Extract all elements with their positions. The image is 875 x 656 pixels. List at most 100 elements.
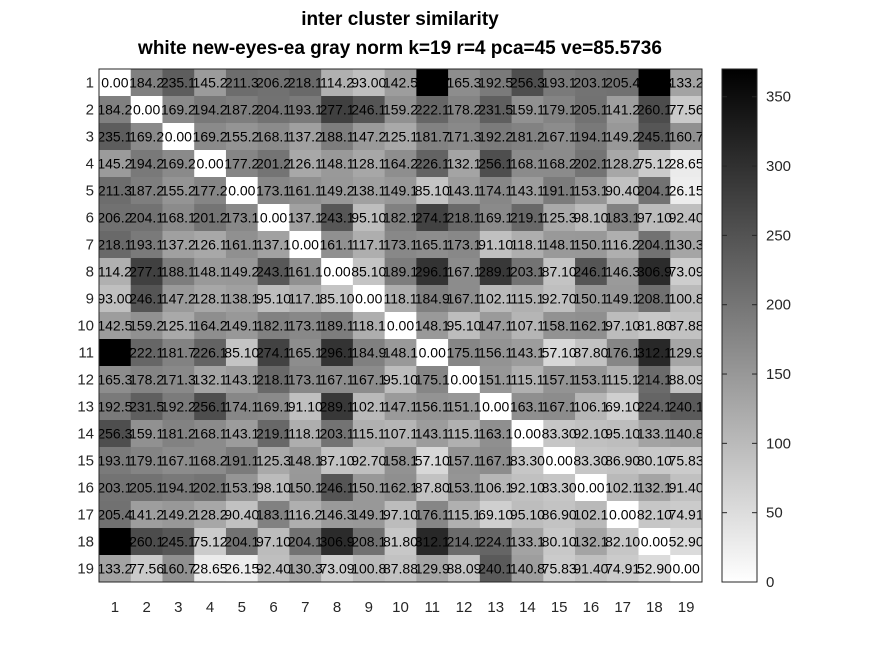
heatmap-cell bbox=[384, 231, 417, 259]
heatmap-cell-label: 192.2 bbox=[478, 129, 513, 145]
heatmap-cell-label: 306.9 bbox=[637, 264, 672, 280]
heatmap-cell-label: 77.56 bbox=[669, 102, 704, 118]
heatmap-cell bbox=[352, 204, 386, 232]
heatmap-cell bbox=[352, 474, 386, 502]
heatmap-cell-label: 133.1 bbox=[510, 534, 545, 550]
heatmap-cell bbox=[479, 339, 512, 367]
heatmap-cell bbox=[575, 123, 608, 151]
heatmap-cell-label: 174.1 bbox=[224, 399, 259, 415]
heatmap-cell-label: 115.1 bbox=[510, 291, 544, 307]
heatmap-cell bbox=[289, 231, 322, 259]
heatmap-cell bbox=[289, 123, 322, 151]
heatmap-cell-label: 191.1 bbox=[224, 453, 259, 469]
heatmap-cell bbox=[670, 420, 703, 448]
heatmap-cell bbox=[575, 474, 608, 502]
heatmap-cell bbox=[638, 150, 671, 178]
heatmap-cell-label: 90.40 bbox=[605, 183, 640, 199]
heatmap-cell-label: 173.1 bbox=[224, 210, 259, 226]
heatmap-cell bbox=[606, 501, 639, 529]
heatmap-cell bbox=[638, 447, 671, 475]
heatmap-cell bbox=[194, 177, 227, 205]
heatmap-cell-label: 93.00 bbox=[97, 291, 132, 307]
heatmap-cell-label: 173.1 bbox=[288, 318, 323, 334]
column-tick-label: 1 bbox=[111, 599, 119, 616]
heatmap-cell bbox=[638, 555, 671, 583]
heatmap-cell bbox=[257, 285, 290, 313]
heatmap-cell bbox=[448, 366, 481, 394]
heatmap-cell-label: 160.7 bbox=[669, 129, 704, 145]
heatmap-cell-label: 26.15 bbox=[669, 183, 704, 199]
heatmap-cell-label: 169.2 bbox=[161, 156, 196, 172]
heatmap-cell-label: 0.00 bbox=[292, 237, 319, 253]
heatmap-cell-label: 159.2 bbox=[383, 102, 418, 118]
heatmap-cell bbox=[289, 393, 322, 421]
heatmap-cell-label: 156.1 bbox=[478, 345, 513, 361]
heatmap-cell bbox=[638, 285, 671, 313]
heatmap-cell-label: 256.1 bbox=[478, 156, 513, 172]
heatmap-cell bbox=[289, 555, 322, 583]
colorbar-tick-label: 0 bbox=[766, 574, 774, 591]
heatmap-cell bbox=[257, 204, 290, 232]
heatmap-cell bbox=[321, 285, 354, 313]
heatmap-cell-label: 97.10 bbox=[256, 534, 291, 550]
heatmap-cell-label: 115.1 bbox=[352, 426, 386, 442]
heatmap-cell-label: 102.1 bbox=[573, 507, 608, 523]
heatmap-cell bbox=[543, 447, 576, 475]
column-tick-label: 13 bbox=[487, 599, 504, 616]
heatmap-cell-label: 167.1 bbox=[446, 264, 481, 280]
heatmap-cell bbox=[384, 393, 417, 421]
heatmap-cell bbox=[638, 474, 671, 502]
heatmap-cell bbox=[384, 204, 417, 232]
heatmap-cell bbox=[384, 366, 417, 394]
heatmap-cell bbox=[130, 501, 163, 529]
heatmap-cell-label: 115.1 bbox=[606, 372, 640, 388]
row-tick-label: 15 bbox=[77, 453, 94, 470]
heatmap-cell-label: 243.1 bbox=[256, 264, 291, 280]
heatmap-cell bbox=[416, 177, 449, 205]
heatmap-cell bbox=[638, 312, 671, 340]
heatmap-cell bbox=[130, 177, 163, 205]
heatmap-cell-label: 373.7 bbox=[97, 345, 132, 361]
heatmap-cell-label: 128.2 bbox=[193, 507, 228, 523]
heatmap-cell bbox=[321, 123, 354, 151]
heatmap-cell bbox=[511, 528, 544, 556]
heatmap-cell-label: 204.1 bbox=[256, 102, 291, 118]
heatmap-cell bbox=[130, 204, 163, 232]
heatmap-cell-label: 100.8 bbox=[351, 561, 386, 577]
heatmap-cell bbox=[479, 366, 512, 394]
heatmap-cell bbox=[416, 447, 449, 475]
heatmap-cell bbox=[638, 258, 671, 286]
heatmap-cell bbox=[479, 312, 512, 340]
heatmap-cell bbox=[130, 339, 163, 367]
heatmap-cell-label: 260.1 bbox=[129, 534, 164, 550]
heatmap-cell-label: 159.2 bbox=[129, 318, 164, 334]
chart-subtitle: white new-eyes-ea gray norm k=19 r=4 pca… bbox=[137, 38, 662, 59]
heatmap-cell bbox=[575, 339, 608, 367]
heatmap-cell-label: 116.2 bbox=[606, 237, 640, 253]
heatmap-cell bbox=[384, 177, 417, 205]
heatmap-cell bbox=[670, 501, 703, 529]
heatmap-cell bbox=[194, 366, 227, 394]
heatmap-cell bbox=[352, 447, 386, 475]
heatmap-cell-label: 187.2 bbox=[129, 183, 164, 199]
row-tick-label: 10 bbox=[77, 318, 94, 335]
heatmap-cell-label: 141.2 bbox=[605, 102, 640, 118]
heatmap-cell-label: 246.1 bbox=[129, 291, 164, 307]
heatmap-cell bbox=[575, 69, 608, 97]
heatmap-cell bbox=[416, 312, 449, 340]
heatmap-cell-label: 141.2 bbox=[129, 507, 164, 523]
heatmap-cell bbox=[575, 528, 608, 556]
heatmap-cell-label: 95.10 bbox=[510, 507, 545, 523]
heatmap-cell bbox=[384, 474, 417, 502]
heatmap-cell bbox=[162, 69, 195, 97]
heatmap-cell bbox=[225, 420, 259, 448]
heatmap-cell-label: 181.7 bbox=[161, 345, 196, 361]
heatmap-cell-label: 205.4 bbox=[605, 75, 640, 91]
heatmap-cell-label: 155.2 bbox=[224, 129, 259, 145]
heatmap-cell bbox=[99, 447, 132, 475]
heatmap-cell-label: 87.88 bbox=[669, 318, 704, 334]
heatmap-cell bbox=[162, 231, 195, 259]
heatmap-cell bbox=[670, 474, 703, 502]
heatmap-cell bbox=[162, 528, 195, 556]
heatmap-cell-label: 118.1 bbox=[352, 318, 386, 334]
